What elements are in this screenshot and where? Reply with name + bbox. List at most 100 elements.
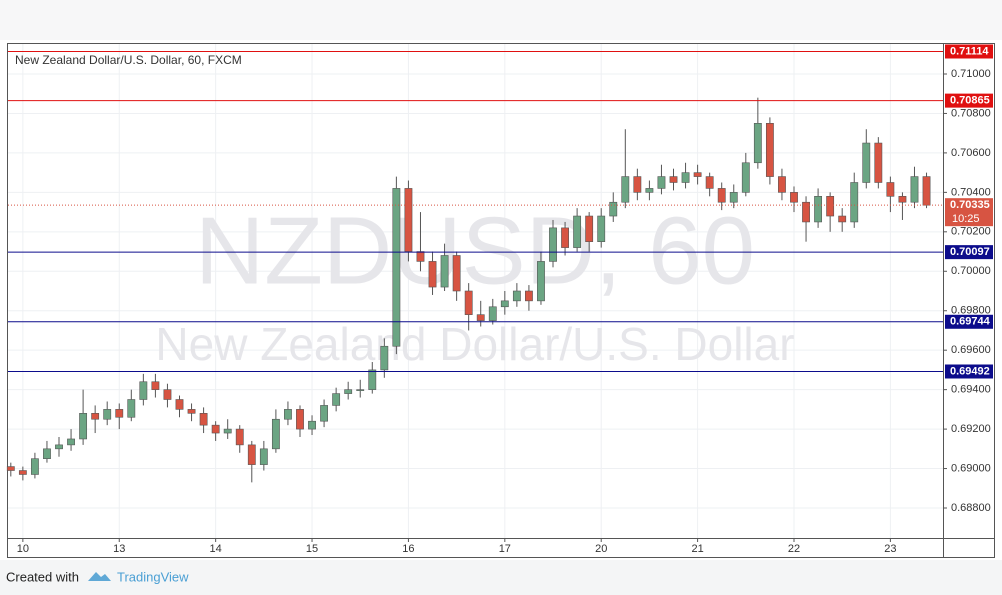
y-tick-label: 0.69600 — [951, 344, 991, 356]
candle-body — [187, 409, 196, 414]
candle-body — [910, 176, 919, 203]
candle-body — [139, 381, 148, 400]
candle-body — [368, 369, 377, 390]
candle-body — [802, 201, 810, 223]
candle-body — [79, 413, 88, 440]
candle-body — [271, 418, 280, 450]
x-tick-label: 20 — [595, 543, 607, 555]
candle-body — [621, 176, 630, 203]
level-label-box — [945, 44, 993, 59]
level-label: 0.71114 — [950, 45, 989, 57]
level-label: 0.70865 — [950, 95, 990, 107]
x-tick-label: 23 — [884, 543, 896, 555]
x-tick-label: 17 — [499, 543, 511, 555]
candle-body — [30, 458, 39, 475]
candle-body — [151, 381, 160, 390]
x-tick-label: 13 — [113, 543, 125, 555]
candle-body — [765, 123, 774, 177]
footer-created-with: Created with — [6, 569, 79, 584]
top-strip — [0, 0, 1002, 40]
candle-body — [247, 444, 256, 465]
candle-body — [778, 176, 786, 193]
candle-body — [55, 444, 63, 450]
watermark-description: New Zealand Dollar/U.S. Dollar — [155, 318, 794, 370]
candle-body — [814, 196, 823, 223]
footer-brand[interactable]: TradingView — [117, 569, 189, 584]
candle-body — [549, 227, 557, 262]
candle-body — [259, 448, 268, 465]
y-tick-label: 0.70200 — [951, 226, 991, 238]
y-tick-label: 0.71000 — [951, 68, 991, 80]
candle-body — [609, 201, 618, 217]
y-tick-label: 0.69000 — [951, 462, 991, 474]
candle-body — [344, 389, 353, 394]
candle-body — [91, 413, 100, 420]
candle-body — [320, 405, 328, 422]
last-price-box — [945, 198, 993, 227]
candle-body — [645, 188, 654, 193]
candle-body — [850, 182, 859, 223]
level-label-box — [945, 364, 993, 379]
candle-body — [464, 290, 473, 315]
candle-body — [512, 290, 521, 302]
y-tick-label: 0.69400 — [951, 384, 991, 396]
candle-body — [741, 162, 750, 193]
candle-body — [693, 172, 702, 177]
tradingview-logo[interactable] — [88, 572, 111, 581]
candle-body — [127, 399, 136, 418]
candle-body — [753, 123, 762, 164]
candle-body — [6, 466, 15, 471]
level-label: 0.69744 — [950, 316, 991, 328]
candle-body — [380, 345, 389, 371]
candle-body — [573, 215, 582, 248]
candle-body — [332, 393, 341, 406]
candle-body — [296, 409, 304, 430]
candle-body — [67, 438, 75, 446]
candle-body — [235, 428, 244, 446]
candle-body — [500, 300, 509, 308]
level-label: 0.70097 — [950, 246, 990, 258]
candle-body — [537, 261, 545, 302]
candle-body — [18, 470, 27, 475]
candle-body — [476, 314, 485, 321]
candle-body — [705, 176, 714, 189]
candle-body — [308, 420, 316, 430]
candle-body — [657, 176, 666, 189]
candle-body — [223, 428, 232, 434]
y-tick-label: 0.68800 — [951, 502, 991, 514]
last-price-label: 0.70335 — [950, 199, 990, 211]
candle-body — [790, 192, 798, 203]
x-tick-label: 21 — [691, 543, 703, 555]
y-tick-label: 0.69800 — [951, 305, 991, 317]
candle-body — [115, 409, 124, 418]
candle-body — [886, 182, 895, 197]
candle-body — [392, 188, 401, 347]
x-tick-label: 10 — [17, 543, 29, 555]
y-tick-label: 0.70600 — [951, 147, 991, 159]
candle-body — [416, 251, 425, 262]
candle-body — [585, 215, 594, 242]
watermark-symbol: NZDUSD, 60 — [195, 197, 755, 304]
candle-body — [43, 448, 51, 459]
candle-body — [163, 389, 172, 400]
candle-body — [356, 389, 365, 391]
candle-body — [103, 409, 112, 420]
candle-body — [440, 255, 449, 288]
countdown-label: 10:25 — [952, 213, 980, 225]
level-label-box — [945, 245, 993, 260]
chart-frame — [7, 43, 995, 558]
candle-body — [525, 290, 533, 302]
candle-body — [597, 215, 606, 242]
candle-body — [681, 172, 690, 183]
candle-body — [669, 176, 678, 183]
candle-body — [874, 142, 883, 183]
candle-body — [826, 196, 835, 217]
y-tick-label: 0.69200 — [951, 423, 991, 435]
candle-body — [428, 261, 437, 288]
candle-body — [199, 413, 208, 426]
level-label: 0.69492 — [950, 365, 990, 377]
candle-body — [838, 215, 847, 223]
candle-body — [175, 399, 184, 410]
x-tick-label: 14 — [210, 543, 222, 555]
candle-body — [922, 176, 931, 206]
